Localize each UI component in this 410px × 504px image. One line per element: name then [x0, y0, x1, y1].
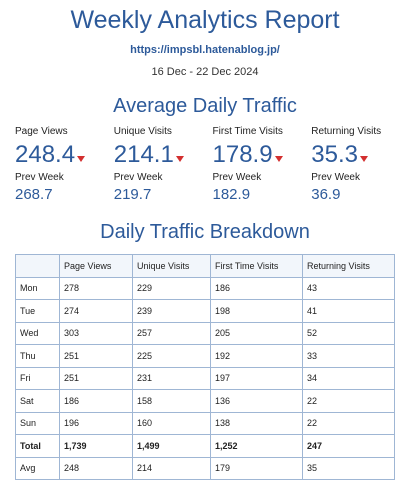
table-cell: 35 [302, 456, 395, 480]
table-cell: 197 [210, 366, 303, 390]
stat-page-views: Page Views 248.4 Prev Week 268.7 [15, 126, 114, 204]
table-cell: Total [15, 434, 60, 458]
date-range: 16 Dec - 22 Dec 2024 [151, 66, 259, 78]
table-cell: 22 [302, 389, 395, 413]
table-cell: 1,252 [210, 434, 303, 458]
prev-week-value: 182.9 [212, 186, 251, 203]
table-cell: Tue [15, 299, 60, 323]
table-cell: 231 [132, 366, 211, 390]
column-header: First Time Visits [210, 254, 303, 278]
table-cell: 198 [210, 299, 303, 323]
breakdown-title: Daily Traffic Breakdown [100, 221, 310, 243]
table-cell: 186 [59, 389, 133, 413]
table-cell: Fri [15, 366, 60, 390]
stat-value: 248.4 [15, 141, 114, 169]
down-arrow-icon [274, 156, 283, 162]
prev-week-value: 36.9 [311, 186, 341, 203]
table-row-total: Total 1,739 1,499 1,252 247 [15, 434, 395, 458]
avg-stats: Page Views 248.4 Prev Week 268.7 Unique … [15, 126, 410, 204]
table-cell: 52 [302, 321, 395, 345]
table-cell: 205 [210, 321, 303, 345]
table-cell: 274 [59, 299, 133, 323]
stat-unique-visits: Unique Visits 214.1 Prev Week 219.7 [114, 126, 213, 204]
table-cell: 186 [210, 276, 303, 300]
table-cell: 41 [302, 299, 395, 323]
table-cell: 43 [302, 276, 395, 300]
table-row: Sat 186 158 136 22 [15, 389, 395, 413]
table-cell: Thu [15, 344, 60, 368]
table-cell: 1,739 [59, 434, 133, 458]
table-row: Tue 274 239 198 41 [15, 299, 395, 323]
report-title: Weekly Analytics Report [70, 6, 340, 34]
stat-value: 35.3 [311, 141, 410, 169]
table-cell: 1,499 [132, 434, 211, 458]
table-cell: Sat [15, 389, 60, 413]
column-header [15, 254, 60, 278]
prev-week-label: Prev Week [15, 172, 64, 183]
table-cell: Mon [15, 276, 60, 300]
prev-week-label: Prev Week [311, 172, 360, 183]
table-cell: 251 [59, 344, 133, 368]
table-row: Thu 251 225 192 33 [15, 344, 395, 368]
table-cell: 196 [59, 411, 133, 435]
prev-week-value: 219.7 [113, 186, 152, 203]
table-header-row: Page Views Unique Visits First Time Visi… [15, 254, 395, 278]
stat-returning-visits: Returning Visits 35.3 Prev Week 36.9 [311, 126, 410, 204]
table-row: Mon 278 229 186 43 [15, 276, 395, 300]
table-cell: 229 [132, 276, 211, 300]
column-header: Returning Visits [302, 254, 395, 278]
traffic-breakdown-table: Page Views Unique Visits First Time Visi… [15, 254, 395, 480]
table-cell: 33 [302, 344, 395, 368]
table-cell: Sun [15, 411, 60, 435]
down-arrow-icon [77, 156, 86, 162]
stat-label: Unique Visits [113, 126, 172, 137]
table-cell: 34 [302, 366, 395, 390]
table-cell: 136 [210, 389, 303, 413]
prev-week-label: Prev Week [212, 172, 262, 183]
table-cell: 158 [132, 389, 211, 413]
table-cell: 160 [132, 411, 211, 435]
down-arrow-icon [175, 156, 184, 162]
prev-week-value: 268.7 [15, 186, 53, 203]
table-cell: 239 [132, 299, 211, 323]
table-row-avg: Avg 248 214 179 35 [15, 456, 395, 480]
table-cell: 192 [210, 344, 303, 368]
table-cell: 303 [59, 321, 133, 345]
stat-label: Returning Visits [311, 126, 382, 137]
table-cell: Avg [15, 456, 60, 480]
blog-url-link[interactable]: https://impsbl.hatenablog.jp/ [130, 44, 280, 56]
down-arrow-icon [359, 156, 368, 162]
table-row: Sun 196 160 138 22 [15, 411, 395, 435]
table-cell: 251 [59, 366, 133, 390]
table-cell: 247 [302, 434, 395, 458]
table-cell: 179 [210, 456, 303, 480]
table-cell: 248 [59, 456, 133, 480]
stat-value: 178.9 [213, 141, 312, 169]
avg-traffic-title: Average Daily Traffic [113, 95, 297, 117]
table-cell: 257 [132, 321, 211, 345]
column-header: Unique Visits [132, 254, 211, 278]
table-cell: Wed [15, 321, 60, 345]
column-header: Page Views [59, 254, 133, 278]
table-row: Wed 303 257 205 52 [15, 321, 395, 345]
stat-label: First Time Visits [212, 126, 283, 137]
prev-week-label: Prev Week [113, 172, 163, 183]
table-row: Fri 251 231 197 34 [15, 366, 395, 390]
table-cell: 278 [59, 276, 133, 300]
table-cell: 214 [132, 456, 211, 480]
stat-first-time-visits: First Time Visits 178.9 Prev Week 182.9 [213, 126, 312, 204]
table-cell: 138 [210, 411, 303, 435]
stat-label: Page Views [15, 126, 68, 137]
table-cell: 22 [302, 411, 395, 435]
table-cell: 225 [132, 344, 211, 368]
stat-value: 214.1 [114, 141, 213, 169]
